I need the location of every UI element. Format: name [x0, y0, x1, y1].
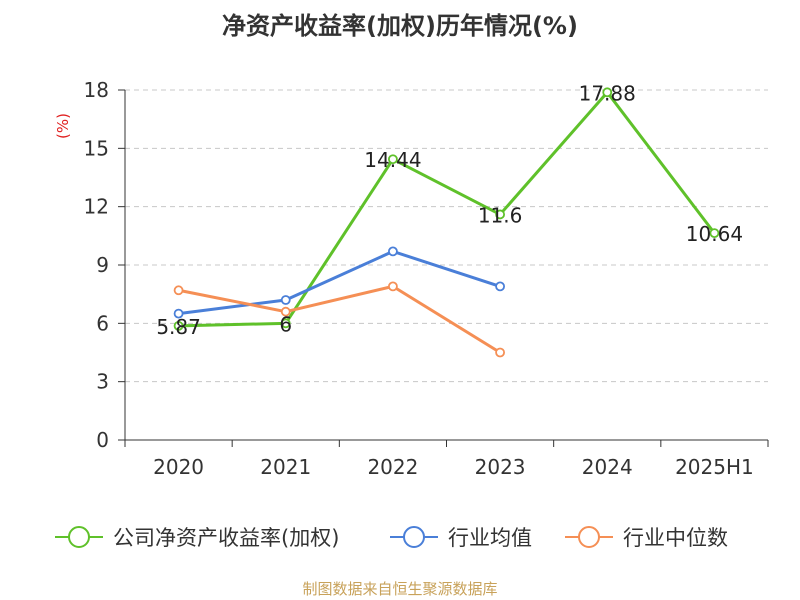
y-tick-label: 0 — [96, 428, 109, 452]
data-label: 14.44 — [364, 148, 421, 172]
data-point — [602, 87, 613, 98]
data-point — [388, 246, 398, 257]
data-point — [388, 154, 398, 165]
data-point — [495, 209, 505, 220]
data-label: 11.6 — [478, 203, 523, 227]
data-label: 5.87 — [156, 315, 201, 339]
chart-title: 净资产收益率(加权)历年情况(%) — [222, 12, 578, 40]
data-point — [280, 318, 291, 329]
data-point — [173, 320, 184, 331]
x-tick-label: 2024 — [582, 455, 633, 479]
x-tick-label: 2023 — [475, 455, 526, 479]
data-point — [173, 285, 184, 296]
series-line-1 — [178, 249, 501, 316]
data-point — [495, 347, 505, 358]
data-source-note: 制图数据来自恒生聚源数据库 — [302, 580, 498, 598]
y-tick-label: 15 — [84, 136, 109, 160]
series-line-0 — [178, 90, 716, 328]
data-label: 6 — [279, 312, 292, 336]
legend-label: 公司净资产收益率(加权) — [113, 526, 339, 550]
y-tick-label: 18 — [84, 78, 109, 102]
legend-marker — [578, 526, 600, 548]
series-line-2 — [178, 284, 501, 354]
data-point — [388, 281, 398, 292]
y-axis-label: (%) — [54, 113, 72, 139]
legend-marker — [68, 526, 90, 548]
legend-label: 行业中位数 — [623, 526, 728, 550]
y-tick-label: 12 — [84, 195, 109, 219]
data-point — [280, 295, 291, 305]
x-tick-label: 2022 — [367, 455, 418, 479]
data-label: 17.88 — [579, 81, 636, 105]
y-tick-label: 3 — [96, 370, 109, 394]
data-point — [280, 306, 291, 317]
data-point — [709, 228, 720, 239]
data-label: 10.64 — [686, 222, 743, 246]
legend-label: 行业均值 — [448, 526, 532, 550]
x-tick-label: 2021 — [260, 455, 311, 479]
y-tick-label: 6 — [96, 311, 109, 335]
x-tick-label: 2025H1 — [675, 455, 754, 479]
data-point — [495, 281, 505, 292]
data-point — [173, 308, 184, 319]
legend-marker — [403, 526, 425, 548]
x-tick-label: 2020 — [153, 455, 204, 479]
y-tick-label: 9 — [96, 253, 109, 277]
